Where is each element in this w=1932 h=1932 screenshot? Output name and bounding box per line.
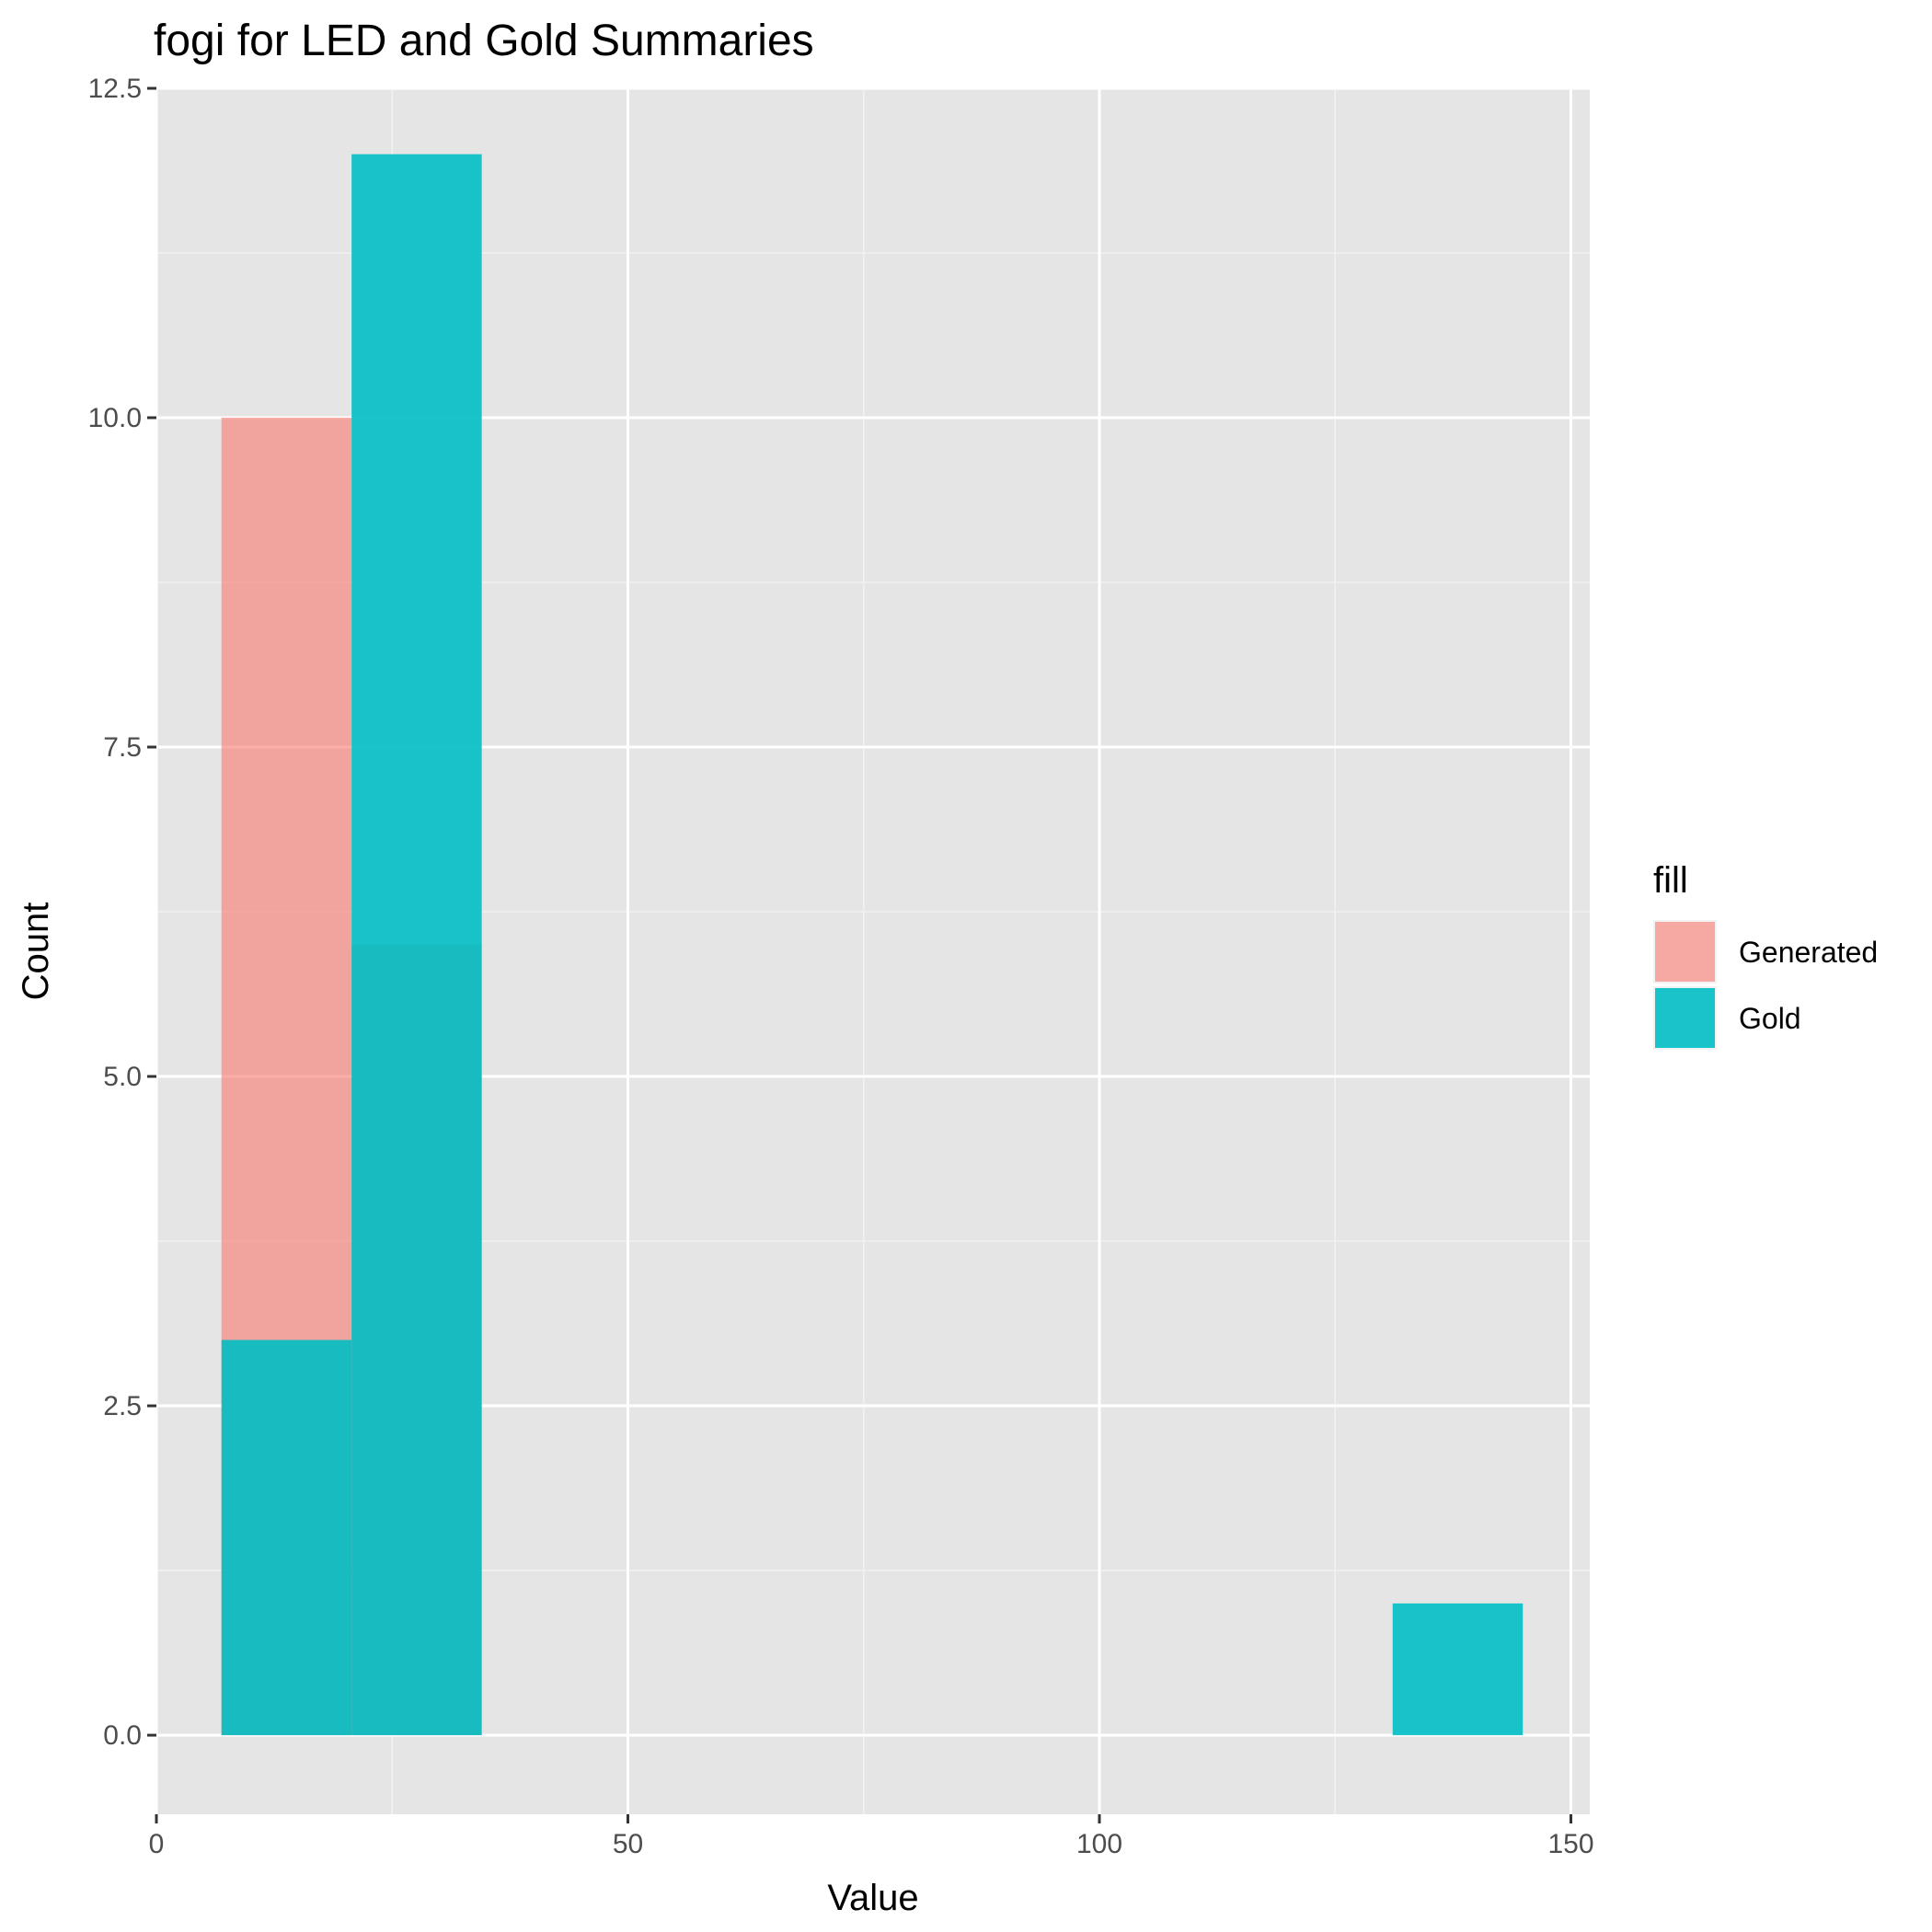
x-axis: 0 50 100 150 [149, 1814, 1594, 1859]
y-tick-label: 10.0 [88, 403, 142, 433]
legend-key-gold [1655, 988, 1715, 1048]
legend-key-generated [1655, 922, 1715, 982]
histogram-bar-gold [1392, 1603, 1524, 1736]
legend: fill Generated Gold [1653, 860, 1878, 1050]
legend-label-gold: Gold [1739, 1002, 1801, 1035]
histogram-bars [221, 154, 1524, 1736]
x-tick-label: 0 [149, 1829, 165, 1859]
x-tick-label: 100 [1076, 1829, 1122, 1859]
y-tick-label: 0.0 [103, 1720, 142, 1751]
y-axis: 0.0 2.5 5.0 7.5 10.0 12.5 [88, 74, 156, 1751]
legend-label-generated: Generated [1739, 936, 1878, 969]
histogram-bar-gold [351, 154, 482, 1736]
y-tick-label: 2.5 [103, 1391, 142, 1421]
y-axis-title: Count [16, 903, 56, 1001]
y-tick-label: 5.0 [103, 1062, 142, 1092]
chart-title: fogi for LED and Gold Summaries [154, 17, 814, 65]
x-axis-title: Value [827, 1878, 918, 1918]
histogram-bar-gold [221, 1340, 352, 1736]
y-tick-label: 12.5 [88, 74, 142, 104]
x-tick-label: 50 [613, 1829, 643, 1859]
y-tick-label: 7.5 [103, 732, 142, 763]
legend-title: fill [1653, 860, 1688, 901]
x-tick-label: 150 [1547, 1829, 1593, 1859]
